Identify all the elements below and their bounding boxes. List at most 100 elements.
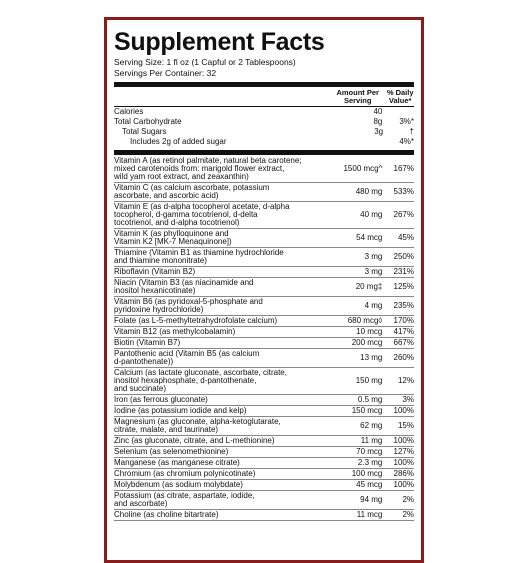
nutrient-name-line: Molybdenum (as sodium molybdate) [114,480,243,489]
macro-dv: 3%* [399,117,414,126]
nutrient-row: Biotin (Vitamin B7) 200 mcg 667% [114,338,414,349]
nutrient-name-line: Pantothenic acid (Vitamin B5 (as calcium [114,349,260,358]
serving-size: Serving Size: 1 fl oz (1 Capful or 2 Tab… [114,57,296,67]
nutrient-name-line: tocopherol, d-gamma tocotrienol, d-delta [114,210,258,219]
nutrient-dv: 12% [397,376,414,385]
nutrient-row: Riboflavin (Vitamin B2) 3 mg 231% [114,267,414,278]
nutrient-amount: 3 mg [364,267,383,276]
nutrient-name-line: Zinc (as gluconate, citrate, and L-methi… [114,436,275,445]
nutrient-name-line: and succinate) [114,384,167,393]
nutrient-name: Molybdenum (as sodium molybdate) [114,481,333,489]
nutrient-row: Calcium (as lactate gluconate, ascorbate… [114,368,414,395]
nutrient-row: Molybdenum (as sodium molybdate) 45 mcg 10… [114,480,414,491]
nutrient-row: Vitamin B6 (as pyridoxal-5-phosphate and… [114,297,414,316]
nutrient-name: Choline (as choline bitartrate) [114,511,333,519]
divider-bar [114,82,414,87]
column-header: Amount Per Serving% Daily Value* [114,88,414,107]
nutrient-amount: 20 mg‡ [355,282,383,291]
nutrient-name-line: Riboflavin (Vitamin B2) [114,267,196,276]
nutrient-dv: 15% [397,421,414,430]
macro-row: Includes 2g of added sugar 4%* [114,137,414,147]
macro-name: Calories [114,107,144,116]
nutrient-row: Potassium (as citrate, aspartate, iodide… [114,491,414,510]
nutrient-amount: 45 mcg [356,480,383,489]
amount-header-line: Serving [343,96,372,105]
nutrient-name: Chromium (as chromium polynicotinate) [114,470,333,478]
nutrient-name-line: Iron (as ferrous gluconate) [114,395,208,404]
nutrient-amount: 54 mcg [356,233,383,242]
nutrient-name: Vitamin A (as retinol palmitate, natural… [114,157,333,181]
nutrient-name: Vitamin B12 (as methylcobalamin) [114,328,333,336]
nutrient-dv: 2% [402,510,414,519]
nutrient-name-line: Iodine (as potassium iodide and kelp) [114,406,247,415]
nutrient-dv: 533% [393,187,414,196]
nutrient-dv: 267% [393,210,414,219]
nutrient-dv: 125% [393,282,414,291]
nutrient-name-line: and thiamine mononitrate) [114,256,207,265]
nutrient-name-line: Manganese (as manganese citrate) [114,458,240,467]
nutrient-amount: 11 mcg [356,510,383,519]
nutrient-row: Niacin (Vitamin B3 (as niacinamide and in… [114,278,414,297]
nutrient-name-line: and ascorbate) [114,499,168,508]
nutrient-name-line: Vitamin K (as phylloquinone and [114,229,229,238]
nutrient-name: Iodine (as potassium iodide and kelp) [114,407,333,415]
nutrient-dv: 100% [393,406,414,415]
dv-header: % Daily Value* [386,89,414,105]
nutrient-name-line: Vitamin E (as d-alpha tocopherol acetate… [114,202,290,211]
nutrient-name: Vitamin K (as phylloquinone and Vitamin K… [114,230,333,246]
nutrient-name-line: Vitamin B6 (as pyridoxal-5-phosphate and [114,297,263,306]
nutrient-name-line: Choline (as choline bitartrate) [114,510,219,519]
nutrient-name-line: pyridoxine hydrochloride) [114,305,204,314]
nutrient-name: Potassium (as citrate, aspartate, iodide… [114,492,333,508]
macro-amount: 40 [373,107,383,116]
nutrient-name: Folate (as L-5-methyltetrahydrofolate ca… [114,317,333,325]
nutrient-name-line: Chromium (as chromium polynicotinate) [114,469,256,478]
nutrient-row: Chromium (as chromium polynicotinate) 100… [114,469,414,480]
title: Supplement Facts [114,28,325,56]
dv-header-line: % Daily [386,88,414,97]
nutrient-row: Selenium (as selenomethionine) 70 mcg 127% [114,447,414,458]
amount-header: Amount Per Serving [333,89,386,105]
supplement-facts-label: Supplement Facts Serving Size: 1 fl oz (1… [104,17,424,563]
nutrient-name-line: Selenium (as selenomethionine) [114,447,229,456]
nutrient-row: Vitamin A (as retinol palmitate, natural… [114,156,414,183]
nutrient-row: Vitamin C (as calcium ascorbate, potassi… [114,183,414,202]
nutrient-dv: 231% [393,267,414,276]
nutrient-amount: 11 mg [360,436,383,445]
nutrient-amount: 94 mg [360,495,383,504]
spacer [337,138,388,146]
macro-dv: 4%* [399,137,415,146]
nutrient-name-line: tocotrienol, and d-alpha tocotrienol) [114,218,240,227]
nutrient-row: Zinc (as gluconate, citrate, and L-methi… [114,436,414,447]
nutrient-amount: 200 mcg [351,338,383,347]
nutrient-dv: 127% [393,447,414,456]
nutrient-name-line: inositol hexanicotinate) [114,286,196,295]
nutrient-row: Choline (as choline bitartrate) 11 mcg 2% [114,510,414,521]
nutrient-name: Zinc (as gluconate, citrate, and L-methi… [114,437,333,445]
nutrient-amount: 10 mcg [356,327,383,336]
nutrient-name-line: mixed carotenoids from: marigold flower … [114,164,285,173]
nutrient-amount: 62 mg [360,421,383,430]
nutrient-row: Vitamin B12 (as methylcobalamin) 10 mcg 41… [114,327,414,338]
macro-row: Calories 40 [114,107,414,117]
nutrient-name: Vitamin E (as d-alpha tocopherol acetate… [114,203,333,227]
nutrient-dv: 170% [393,316,414,325]
nutrient-amount: 150 mg [355,376,383,385]
nutrient-amount: 680 mcg◊ [347,316,383,325]
nutrient-name: Niacin (Vitamin B3 (as niacinamide and in… [114,279,333,295]
nutrient-dv: 2% [402,495,414,504]
nutrient-name: Riboflavin (Vitamin B2) [114,268,333,276]
nutrient-row: Magnesium (as gluconate, alpha-ketogluta… [114,417,414,436]
nutrient-name-line: Vitamin B12 (as methylcobalamin) [114,327,236,336]
nutrient-amount: 100 mcg [351,469,383,478]
nutrient-name-line: Vitamin A (as retinol palmitate, natural… [114,156,302,165]
nutrient-name-line: wild yam root extract, and zeaxanthin) [114,172,249,181]
nutrient-amount: 3 mg [364,252,383,261]
macro-name: Total Sugars [122,127,167,136]
nutrient-name: Vitamin C (as calcium ascorbate, potassi… [114,184,333,200]
nutrient-name-line: Magnesium (as gluconate, alpha-ketogluta… [114,417,281,426]
nutrient-name: Calcium (as lactate gluconate, ascorbate… [114,369,333,393]
nutrient-name: Biotin (Vitamin B7) [114,339,333,347]
nutrient-dv: 260% [393,353,414,362]
nutrient-amount: 0.5 mg [357,395,383,404]
